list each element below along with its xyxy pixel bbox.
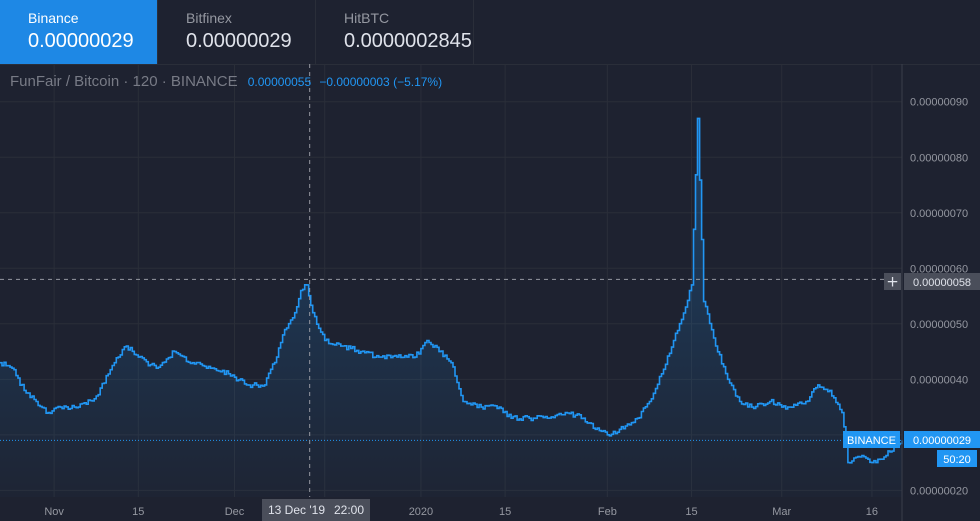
time-tick-label: 15 [685, 506, 697, 518]
price-area [0, 118, 902, 498]
price-tick-label: 0.00000020 [910, 485, 968, 497]
crosshair-date-box [262, 499, 370, 521]
tab-hitbtc-name: HitBTC [344, 10, 390, 26]
time-tick-label: Dec [225, 506, 245, 518]
time-tick-label: Mar [772, 506, 791, 518]
price-tick-label: 0.00000060 [910, 263, 968, 275]
plus-icon: + [886, 273, 899, 291]
time-axis[interactable]: Nov15Dec20202015Feb15Mar16 [44, 506, 878, 518]
price-change: −0.00000003 (−5.17%) [319, 75, 443, 89]
exchange-price-label: BINANCE [847, 435, 896, 447]
time-tick-label: 16 [866, 506, 878, 518]
price-tick-label: 0.00000040 [910, 374, 968, 386]
tab-bitfinex-name: Bitfinex [186, 10, 232, 26]
tab-hitbtc[interactable]: HitBTC 0.0000002845 [316, 0, 474, 64]
bar-countdown: 50:20 [943, 454, 971, 466]
price-tick-label: 0.00000090 [910, 97, 968, 109]
tab-bitfinex-price: 0.00000029 [186, 30, 292, 52]
price-tick-label: 0.00000080 [910, 152, 968, 164]
exchange-tabs: Binance 0.00000029 Bitfinex 0.00000029 H… [0, 0, 980, 65]
time-tick-label: 2020 [409, 506, 433, 518]
price-axis[interactable]: 0.000000200.000000300.000000400.00000050… [910, 97, 968, 498]
symbol-title[interactable]: FunFair / Bitcoin · 120 · BINANCE [10, 73, 238, 90]
current-price-box [904, 431, 980, 448]
crosshair-date-label: 13 Dec '19 [268, 503, 325, 517]
tab-binance[interactable]: Binance 0.00000029 [0, 0, 158, 64]
time-tick-label: 15 [499, 506, 511, 518]
price-tick-label: 0.00000070 [910, 208, 968, 220]
time-tick-label: 15 [132, 506, 144, 518]
last-price: 0.00000055 [247, 75, 312, 89]
crosshair-price-box [904, 273, 980, 290]
chart-legend: FunFair / Bitcoin · 120 · BINANCE 0.0000… [10, 73, 442, 90]
price-line [0, 117, 903, 464]
countdown-box [937, 450, 977, 467]
time-tick-label: Feb [598, 506, 617, 518]
tab-binance-price: 0.00000029 [28, 30, 134, 52]
current-price-label: 0.00000029 [913, 435, 971, 447]
time-tick-label: Nov [44, 506, 64, 518]
crosshair-price-label: 0.00000058 [913, 277, 971, 289]
exchange-price-box [843, 431, 900, 448]
tab-hitbtc-price: 0.0000002845 [344, 30, 472, 52]
tab-binance-name: Binance [28, 10, 79, 26]
tab-bitfinex[interactable]: Bitfinex 0.00000029 [158, 0, 316, 64]
crosshair-time-label: 22:00 [334, 503, 364, 517]
crosshair-plus-button[interactable] [884, 273, 901, 290]
price-tick-label: 0.00000050 [910, 319, 968, 331]
